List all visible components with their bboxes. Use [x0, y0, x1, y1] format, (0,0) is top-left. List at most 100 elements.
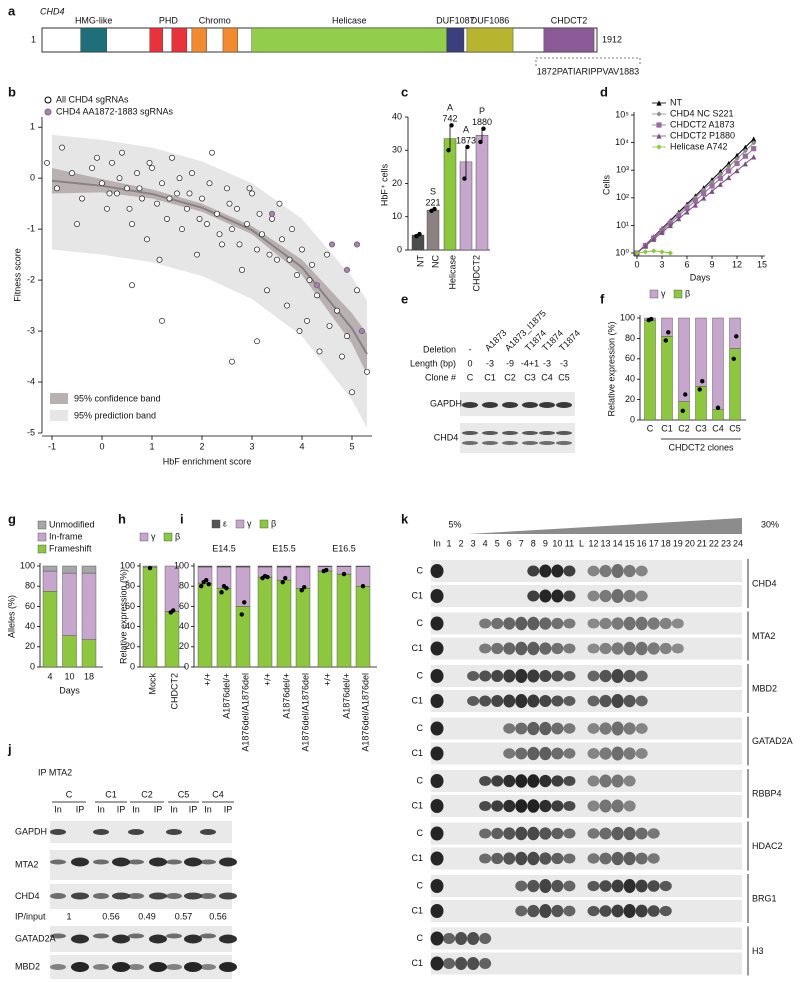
blot-band [219, 962, 237, 972]
data-point [266, 251, 273, 258]
blot-band [551, 852, 564, 865]
protein-label: CHD4 [752, 578, 777, 588]
x-tick-label: CHDCT2 [471, 255, 481, 292]
x-tick-label: Mock [147, 673, 157, 695]
condition-label: C1 [411, 958, 423, 968]
x-tick-label: 12 [732, 259, 742, 269]
blot-band [599, 642, 612, 655]
x-tick-label: -1 [48, 441, 56, 451]
blot-band [219, 934, 237, 944]
blot-band [479, 958, 492, 969]
deletion-label: - [469, 344, 472, 354]
blot-band [149, 934, 167, 944]
y-tick-label: 100 [120, 560, 135, 570]
data-point [343, 266, 351, 274]
lane-label: In [97, 804, 105, 814]
legend-label: CHDCT2 A1873 [670, 119, 735, 129]
blot-band [635, 695, 648, 707]
lane-label: 11 [565, 538, 574, 548]
group-label: CHDCT2 clones [668, 442, 734, 452]
blot-band [563, 800, 576, 812]
marker [701, 195, 707, 201]
data-point [254, 246, 260, 253]
blot-band [503, 723, 516, 734]
blot-band [539, 695, 552, 707]
panel-letter: g [8, 511, 16, 526]
blot-band [184, 962, 202, 972]
legend-label: β [685, 288, 690, 298]
x-tick-label: 4 [47, 671, 52, 681]
domain [222, 27, 238, 53]
domain-label: PHD [159, 15, 179, 25]
domain-label: Chromo [199, 15, 231, 25]
domain-label: Helicase [332, 15, 367, 25]
blot-band [556, 431, 572, 435]
domain [543, 27, 595, 53]
blot-band [587, 748, 600, 759]
blot-band [563, 723, 576, 734]
data-point [734, 334, 739, 339]
blot-band [502, 402, 518, 408]
blot-band [491, 642, 504, 655]
blot-band [635, 904, 648, 918]
condition-label: C1 [411, 853, 423, 863]
blot-band [467, 696, 480, 706]
blot-band [563, 590, 576, 602]
panel-letter: a [8, 3, 16, 18]
x-tick-label: 15 [757, 259, 767, 269]
condition-label: C [417, 723, 424, 733]
y-tick-label: 80 [179, 581, 189, 591]
data-point [478, 139, 483, 145]
blot-band [527, 904, 540, 918]
blot-band [515, 774, 528, 788]
y-tick-label: -5 [27, 427, 35, 437]
data-point [316, 348, 323, 355]
marker [717, 181, 723, 187]
lane-label: 18 [661, 538, 671, 548]
data-point [129, 221, 135, 227]
blot-band [647, 642, 660, 655]
blot-band [563, 748, 576, 759]
data-point [54, 185, 60, 192]
blot-band [587, 853, 600, 864]
data-point [324, 251, 330, 258]
blot-band [599, 827, 612, 840]
condition-label: C [417, 618, 424, 628]
length-label: -9 [506, 358, 514, 368]
legend-marker [44, 108, 52, 116]
blot-band [515, 616, 528, 631]
bar [426, 209, 440, 251]
data-point [144, 236, 150, 243]
data-point [174, 190, 180, 197]
protein-label: MBD2 [752, 683, 777, 693]
blot-band [556, 402, 572, 408]
blot-band [430, 641, 444, 656]
x-tick-label: A1876del/A1876del [300, 673, 310, 752]
data-point [199, 195, 205, 202]
y-tick-label: 40 [25, 621, 35, 631]
blot-band [611, 721, 624, 736]
marker [726, 174, 732, 181]
condition-label: C [417, 775, 424, 785]
blot-band [599, 589, 612, 603]
data-point [74, 221, 80, 227]
data-point [226, 200, 233, 207]
blot-band [479, 853, 492, 864]
blot-band [71, 892, 89, 900]
y-tick-label: 80 [125, 581, 135, 591]
blot-background [431, 560, 742, 582]
data-point [269, 216, 275, 222]
blot-band [623, 851, 636, 866]
marker [692, 202, 698, 208]
domain [171, 27, 188, 53]
data-point [116, 175, 123, 182]
bar-segment [81, 572, 97, 640]
x-tick-label: 9 [709, 259, 714, 269]
panel-letter: c [401, 84, 408, 99]
data-point [283, 575, 288, 581]
blot-band [551, 800, 564, 812]
blot-band [635, 748, 648, 759]
x-tick-label: C1 [661, 423, 673, 433]
blot-band [93, 893, 109, 899]
y-tick-label: 40 [179, 621, 189, 631]
